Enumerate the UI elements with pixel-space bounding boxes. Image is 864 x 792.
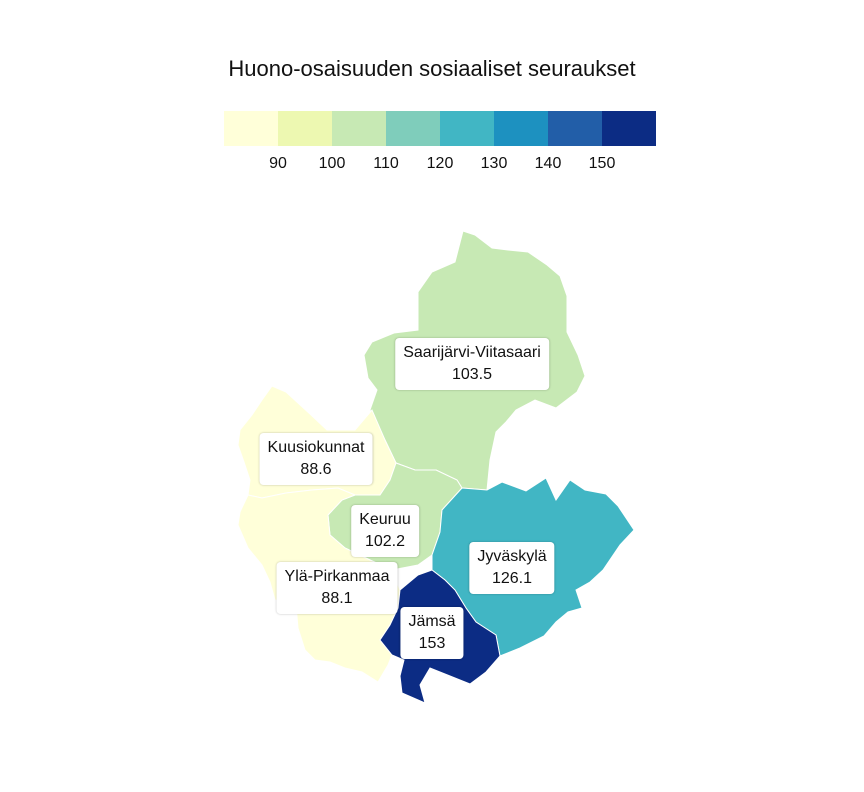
region-value: 88.1 bbox=[321, 590, 353, 607]
region-value: 102.2 bbox=[364, 533, 406, 550]
color-legend: 90 100 110 120 130 140 150 bbox=[224, 111, 656, 181]
legend-swatch-5 bbox=[440, 111, 494, 146]
chart-title: Huono-osaisuuden sosiaaliset seuraukset bbox=[228, 56, 636, 81]
region-value: 103.5 bbox=[451, 366, 493, 383]
region-value: 153 bbox=[418, 635, 446, 652]
region-name: Jämsä bbox=[408, 613, 456, 630]
legend-swatch-4 bbox=[386, 111, 440, 146]
legend-tick-90: 90 bbox=[269, 155, 287, 172]
region-name: Keuruu bbox=[359, 511, 411, 528]
label-kuusiokunnat: Kuusiokunnat 88.6 bbox=[259, 433, 373, 485]
legend-swatch-6 bbox=[494, 111, 548, 146]
legend-tick-110: 110 bbox=[373, 155, 399, 172]
legend-swatch-7 bbox=[548, 111, 602, 146]
label-yla-pirkanmaa: Ylä-Pirkanmaa 88.1 bbox=[276, 562, 398, 614]
legend-tick-120: 120 bbox=[426, 155, 454, 172]
region-value: 88.6 bbox=[300, 461, 332, 478]
region-name: Jyväskylä bbox=[477, 548, 547, 565]
region-value: 126.1 bbox=[491, 570, 533, 587]
label-jamsa: Jämsä 153 bbox=[400, 607, 464, 659]
label-keuruu: Keuruu 102.2 bbox=[351, 505, 419, 557]
legend-swatch-8 bbox=[602, 111, 656, 146]
legend-tick-150: 150 bbox=[588, 155, 616, 172]
label-saarijarvi-viitasaari: Saarijärvi-Viitasaari 103.5 bbox=[395, 338, 549, 390]
legend-swatch-3 bbox=[332, 111, 386, 146]
region-name: Kuusiokunnat bbox=[267, 439, 365, 456]
legend-swatch-2 bbox=[278, 111, 332, 146]
legend-tick-140: 140 bbox=[534, 155, 562, 172]
region-name: Ylä-Pirkanmaa bbox=[284, 568, 390, 585]
label-jyvaskyla: Jyväskylä 126.1 bbox=[469, 542, 555, 594]
region-name: Saarijärvi-Viitasaari bbox=[403, 344, 541, 361]
legend-tick-100: 100 bbox=[318, 155, 346, 172]
legend-tick-130: 130 bbox=[480, 155, 508, 172]
legend-swatch-1 bbox=[224, 111, 278, 146]
